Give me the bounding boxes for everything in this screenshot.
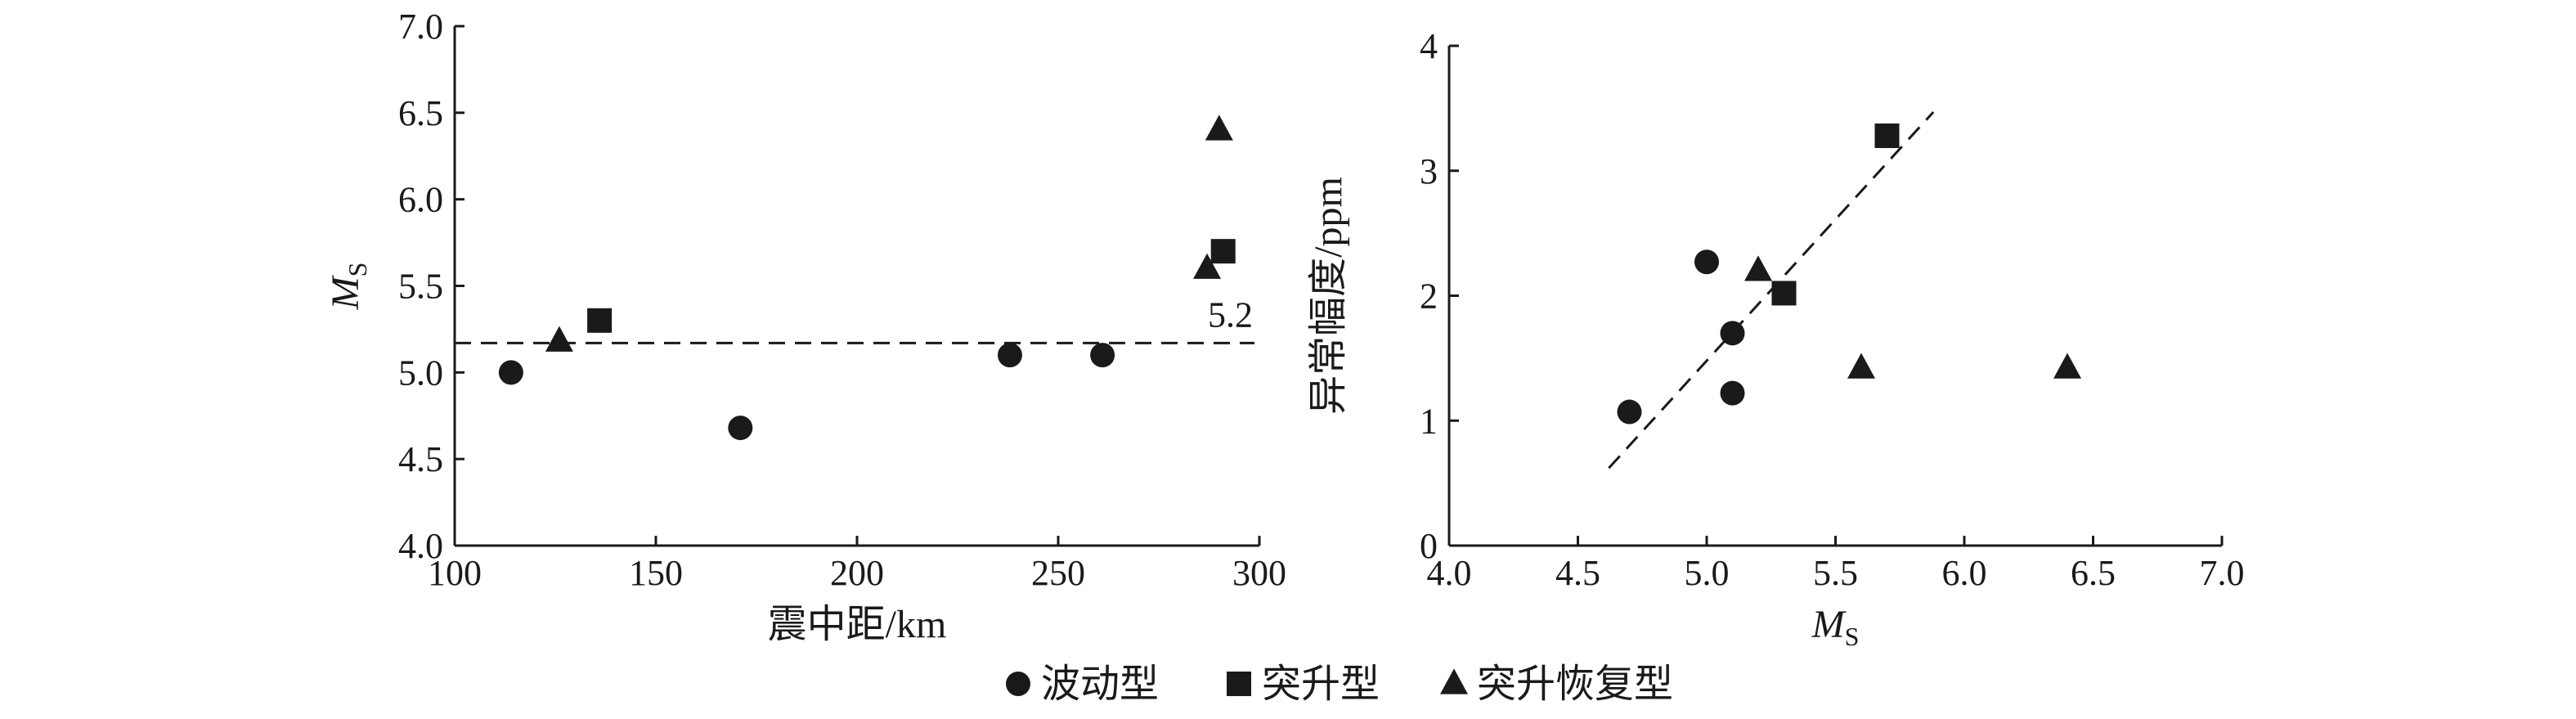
x-tick-label: 4.0 — [1427, 553, 1472, 593]
point-square-1-0 — [587, 308, 613, 333]
fit-line — [1608, 110, 1935, 470]
y-tick-label: 2 — [1420, 276, 1438, 317]
y-axis-title: MS — [324, 263, 372, 311]
point-triangle-2-0 — [545, 326, 573, 352]
y-tick-label: 6.5 — [398, 93, 443, 133]
point-circle-0-0 — [1617, 399, 1642, 425]
legend: 波动型 突升型 突升恢复型 — [1006, 663, 1673, 706]
x-axis-title: 震中距/km — [768, 603, 947, 646]
point-circle-0-1 — [728, 416, 753, 441]
point-circle-0-3 — [1720, 380, 1745, 406]
x-tick-label: 7.0 — [2200, 553, 2245, 593]
y-axis-title-sub: S — [343, 263, 372, 277]
y-tick-label: 5.5 — [398, 267, 443, 307]
chart-left-epicentral-distance: 100 150 200 250 300 4.0 4.5 5.0 5.5 6.0 6.5 7.0 震中距/… — [324, 7, 1286, 646]
legend-marker-square — [1227, 672, 1251, 696]
point-circle-0-2 — [1720, 321, 1745, 346]
point-circle-0-0 — [498, 360, 523, 385]
y-tick-label: 0 — [1420, 526, 1438, 566]
y-tick-label: 1 — [1420, 401, 1438, 441]
y-axis-title: 异常幅度/ppm — [1307, 177, 1350, 415]
x-axis-title-var: M — [1811, 603, 1847, 646]
point-circle-0-3 — [1090, 343, 1115, 368]
y-axis-title-var: M — [324, 274, 367, 310]
chart-right-anomaly-amplitude: 4.0 4.5 5.0 5.5 6.0 6.5 7.0 0 1 2 3 4 MS 异常幅度/ppm — [1307, 26, 2245, 651]
point-square-1-1 — [1874, 123, 1900, 148]
y-tick-label: 5.0 — [398, 353, 443, 393]
reference-line-label: 5.2 — [1208, 294, 1253, 335]
y-tick-label: 4 — [1420, 26, 1438, 66]
x-tick-label: 6.0 — [1942, 553, 1987, 593]
point-square-1-0 — [1771, 281, 1797, 306]
x-tick-label: 300 — [1232, 553, 1286, 593]
point-circle-0-2 — [997, 343, 1022, 368]
point-triangle-2-1 — [1193, 253, 1222, 279]
x-tick-label: 200 — [830, 553, 884, 593]
point-circle-0-1 — [1694, 249, 1719, 275]
legend-label: 波动型 — [1041, 663, 1159, 706]
x-axis-title-sub: S — [1845, 622, 1860, 651]
legend-marker-triangle — [1440, 668, 1468, 694]
x-tick-label: 250 — [1031, 553, 1085, 593]
legend-label: 突升恢复型 — [1477, 663, 1673, 706]
point-triangle-2-0 — [1744, 255, 1772, 281]
x-tick-label: 5.5 — [1813, 553, 1858, 593]
point-square-1-1 — [1210, 239, 1236, 264]
point-triangle-2-1 — [1847, 353, 1875, 379]
legend-marker-circle — [1006, 672, 1030, 696]
x-axis-title: MS — [1811, 603, 1860, 651]
y-tick-label: 4.0 — [398, 526, 443, 566]
y-tick-label: 6.0 — [398, 180, 443, 220]
x-tick-label: 4.5 — [1555, 553, 1600, 593]
y-tick-label: 3 — [1420, 151, 1438, 191]
x-tick-label: 5.0 — [1685, 553, 1730, 593]
point-triangle-2-2 — [2053, 353, 2081, 379]
y-tick-label: 7.0 — [398, 7, 443, 47]
y-tick-label: 4.5 — [398, 439, 443, 479]
x-tick-label: 6.5 — [2071, 553, 2116, 593]
legend-label: 突升型 — [1262, 663, 1380, 706]
x-tick-label: 150 — [629, 553, 683, 593]
point-triangle-2-2 — [1205, 115, 1233, 141]
x-tick-label: 100 — [428, 553, 482, 593]
